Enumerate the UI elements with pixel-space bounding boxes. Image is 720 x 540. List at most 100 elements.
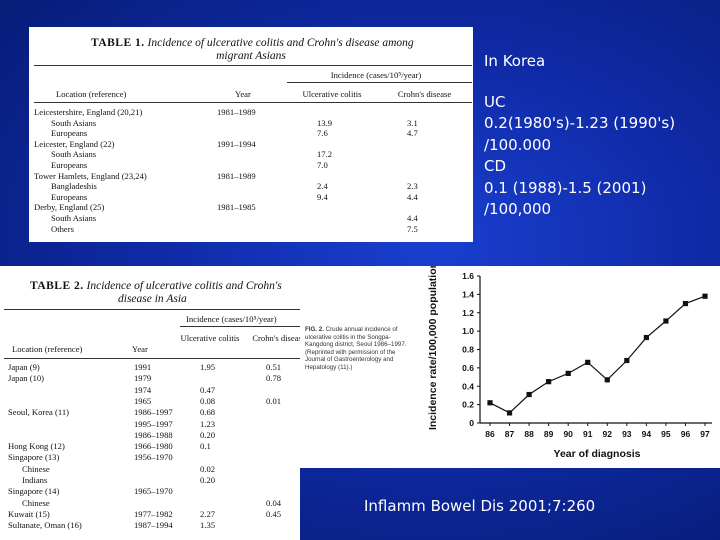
table-cell-location: Tower Hamlets, England (23,24) <box>34 170 147 181</box>
table-cell-year: 1981–1989 <box>217 107 256 117</box>
data-point <box>487 400 493 406</box>
figure-caption-label: FIG. 2. <box>305 326 324 333</box>
table-cell-location: Europeans <box>51 191 88 202</box>
table-cell-location: South Asians <box>51 213 97 223</box>
table1-title-line2: migrant Asians <box>216 50 286 62</box>
table-cell-uc: 9.4 <box>317 191 328 202</box>
table-cell-location: Singapore (14) <box>8 486 60 497</box>
table-cell-uc: 0.02 <box>200 463 216 474</box>
table2-caption: TABLE 2. Incidence of ulcerative colitis… <box>30 280 300 293</box>
side-note-line: /100.000 <box>484 135 552 154</box>
table-cell-year: 1991–1994 <box>217 138 256 149</box>
data-point <box>506 410 513 416</box>
table-cell-location: Kuwait (15) <box>8 508 50 519</box>
table-cell-year: 1991 <box>134 362 152 372</box>
table1-group-header: Incidence (cases/10⁵/year) <box>330 70 422 80</box>
x-tick-label: 92 <box>603 429 613 439</box>
table-cell-location: Bangladeshis <box>51 181 97 192</box>
table-cell-uc: 2.27 <box>200 508 216 519</box>
figure-caption-text: Crude annual incidence of ulcerative col… <box>305 326 407 371</box>
y-tick-label: 0 <box>469 418 474 428</box>
table-cell-location: Japan (9) <box>8 362 40 372</box>
data-point <box>702 293 708 299</box>
y-tick-label: 0.2 <box>462 400 474 410</box>
table2-col-uc: Ulcerative colitis <box>180 333 240 343</box>
table2-panel: TABLE 2. Incidence of ulcerative colitis… <box>0 266 300 540</box>
y-tick-label: 1.0 <box>462 326 474 336</box>
table-cell-year: 1995–1997 <box>134 418 173 429</box>
table2-title-line1: Incidence of ulcerative colitis and Croh… <box>86 280 282 292</box>
table1-group-rule <box>287 82 472 83</box>
table-cell-location: Chinese <box>22 497 50 508</box>
table-cell-year: 1974 <box>134 384 152 395</box>
table-cell-uc: 17.2 <box>317 149 333 160</box>
table-cell-year: 1965–1970 <box>134 486 173 497</box>
x-tick-label: 96 <box>681 429 691 439</box>
table-cell-year: 1987–1994 <box>134 520 173 531</box>
table-cell-location: Hong Kong (12) <box>8 441 65 452</box>
y-tick-label: 0.6 <box>462 363 474 373</box>
table-cell-cd: 0.78 <box>266 373 282 384</box>
table-cell-location: Leicestershire, England (20,21) <box>34 107 143 117</box>
table2-col-location: Location (reference) <box>12 344 83 354</box>
citation: Inflamm Bowel Dis 2001;7:260 <box>364 497 596 515</box>
table1-col-location: Location (reference) <box>56 89 127 99</box>
data-point <box>546 379 552 385</box>
table1-caption-line2: migrant Asians <box>29 50 473 63</box>
table-cell-uc: 2.4 <box>317 181 328 192</box>
table1-head-rule <box>34 102 472 103</box>
table-cell-cd: 0.45 <box>266 508 282 519</box>
incidence-line-chart: Incidence rate/100,000 population Year o… <box>427 266 712 460</box>
table2-top-rule <box>4 309 300 310</box>
table1-title-line1: Incidence of ulcerative colitis and Croh… <box>147 37 414 49</box>
table-cell-uc: 0.68 <box>200 407 216 418</box>
y-tick-label: 1.6 <box>462 271 474 281</box>
series-line <box>489 295 706 414</box>
y-tick-label: 0.4 <box>462 381 474 391</box>
table1-top-rule <box>34 65 472 66</box>
table-cell-uc: 1.23 <box>200 418 216 429</box>
table-cell-cd: 4.4 <box>407 213 418 223</box>
table-cell-uc: 0.08 <box>200 395 216 406</box>
side-note-line: 0.1 (1988)-1.5 (2001) <box>484 178 647 197</box>
table-cell-cd: 4.7 <box>407 128 418 139</box>
data-point <box>643 334 649 341</box>
table-cell-uc: 0.1 <box>200 441 211 452</box>
data-point <box>565 370 571 376</box>
y-tick-label: 1.2 <box>462 308 474 318</box>
table-cell-location: Sultanate, Oman (16) <box>8 520 82 531</box>
table2-title-line2: disease in Asia <box>118 293 187 305</box>
side-note-line: 0.2(1980's)-1.23 (1990's) <box>484 114 676 133</box>
x-tick-label: 95 <box>661 429 671 439</box>
table-cell-year: 1966–1980 <box>134 441 173 452</box>
table-cell-year: 1986–1997 <box>134 407 173 418</box>
side-note-line: UC <box>484 93 506 111</box>
y-tick-label: 0.8 <box>462 345 474 355</box>
table-cell-cd: 0.01 <box>266 395 282 406</box>
table-cell-location: Leicester, England (22) <box>34 138 115 149</box>
table-cell-uc: 0.47 <box>200 384 216 395</box>
x-tick-label: 90 <box>563 429 573 439</box>
x-tick-label: 91 <box>583 429 593 439</box>
x-tick-label: 93 <box>622 429 632 439</box>
table-cell-cd: 7.5 <box>407 223 418 234</box>
table-cell-cd: 3.1 <box>407 117 418 128</box>
table-cell-cd: 0.51 <box>266 362 282 372</box>
table-cell-uc: 7.6 <box>317 128 328 139</box>
table-cell-year: 1979 <box>134 373 152 384</box>
table2-label: TABLE 2. <box>30 280 84 292</box>
table-cell-year: 1986–1988 <box>134 429 173 440</box>
table2-group-rule <box>180 326 300 327</box>
x-tick-label: 97 <box>700 429 710 439</box>
table-cell-location: Europeans <box>51 160 88 170</box>
table1-label: TABLE 1. <box>91 37 145 49</box>
table1-panel: TABLE 1. Incidence of ulcerative colitis… <box>29 27 473 242</box>
table-cell-location: Others <box>51 223 74 234</box>
side-note-line: /100,000 <box>484 200 552 218</box>
x-tick-label: 86 <box>485 429 495 439</box>
table-cell-uc: 0.20 <box>200 429 216 440</box>
table-cell-uc: 7.0 <box>317 160 328 170</box>
data-point <box>526 391 532 398</box>
x-tick-label: 88 <box>524 429 534 439</box>
x-tick-label: 94 <box>642 429 652 439</box>
